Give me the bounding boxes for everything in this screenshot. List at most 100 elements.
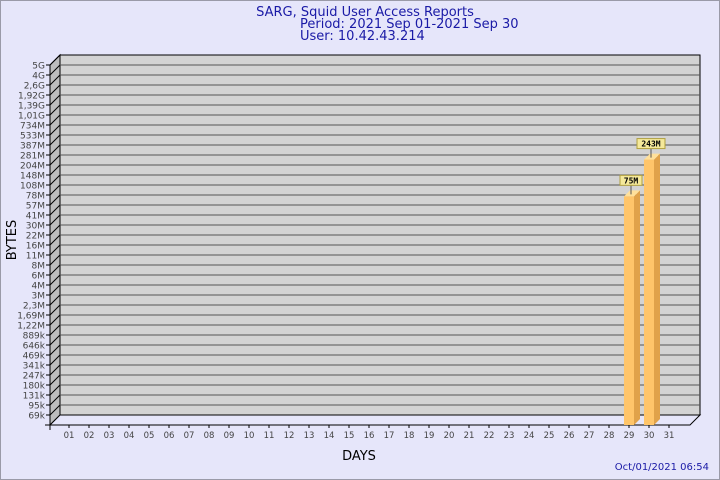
y-tick-label: 889k bbox=[23, 332, 46, 342]
y-axis-label: BYTES bbox=[5, 220, 20, 261]
x-tick-label: 22 bbox=[484, 431, 495, 441]
bar-day-29 bbox=[624, 196, 634, 425]
y-tick-label: 281M bbox=[20, 152, 45, 162]
gridline-wall bbox=[49, 324, 61, 336]
y-tick-label: 8M bbox=[32, 262, 46, 272]
gridline-wall bbox=[49, 264, 61, 276]
plot-floor bbox=[48, 414, 702, 426]
y-tick-label: 4M bbox=[32, 282, 46, 292]
gridline-wall bbox=[49, 94, 61, 106]
y-tick-label: 78M bbox=[26, 192, 45, 202]
x-tick-label: 25 bbox=[544, 431, 555, 441]
gridline-wall bbox=[49, 104, 61, 116]
x-tick-label: 29 bbox=[624, 431, 635, 441]
y-tick-label: 3M bbox=[32, 292, 46, 302]
y-tick-label: 1,01G bbox=[18, 112, 45, 122]
x-tick-label: 20 bbox=[444, 431, 455, 441]
data-label-box bbox=[619, 174, 643, 186]
y-tick-label: 95k bbox=[28, 402, 45, 412]
x-tick-label: 02 bbox=[84, 431, 95, 441]
y-tick-label: 22M bbox=[26, 232, 45, 242]
gridline-wall bbox=[49, 184, 61, 196]
y-tick-label: 2,3M bbox=[23, 302, 45, 312]
bar-top bbox=[624, 190, 640, 197]
gridline-wall bbox=[49, 404, 61, 416]
gridline-wall bbox=[49, 314, 61, 326]
y-tick-label: 734M bbox=[20, 122, 45, 132]
x-tick-label: 27 bbox=[584, 431, 595, 441]
y-tick-label: 5G bbox=[32, 62, 45, 72]
gridline-wall bbox=[49, 194, 61, 206]
y-tick-label: 1,22M bbox=[17, 322, 45, 332]
chart-title: SARG, Squid User Access Reports bbox=[256, 5, 474, 20]
y-tick-label: 148M bbox=[20, 172, 45, 182]
y-tick-label: 2,6G bbox=[24, 82, 45, 92]
gridline-wall bbox=[49, 274, 61, 286]
y-tick-label: 131k bbox=[23, 392, 46, 402]
x-tick-label: 18 bbox=[404, 431, 415, 441]
gridline-wall bbox=[49, 84, 61, 96]
y-tick-label: 4G bbox=[32, 72, 45, 82]
y-tick-label: 533M bbox=[20, 132, 45, 142]
x-tick-label: 19 bbox=[424, 431, 435, 441]
gridline-wall bbox=[49, 364, 61, 376]
gridline-wall bbox=[49, 114, 61, 126]
gridline-wall bbox=[49, 284, 61, 296]
x-tick-label: 03 bbox=[104, 431, 115, 441]
gridline-wall bbox=[49, 394, 61, 406]
x-tick-label: 14 bbox=[324, 431, 335, 441]
gridline-wall bbox=[49, 334, 61, 346]
y-tick-label: 247k bbox=[23, 372, 46, 382]
gridline-wall bbox=[49, 144, 61, 156]
gridline-wall bbox=[49, 124, 61, 136]
y-tick-label: 30M bbox=[26, 222, 45, 232]
x-tick-label: 17 bbox=[384, 431, 395, 441]
gridline-wall bbox=[49, 204, 61, 216]
gridline-wall bbox=[49, 344, 61, 356]
x-axis-label: DAYS bbox=[342, 449, 376, 464]
x-tick-label: 09 bbox=[224, 431, 235, 441]
x-tick-label: 23 bbox=[504, 431, 515, 441]
y-tick-label: 108M bbox=[20, 182, 45, 192]
bar-side bbox=[634, 190, 640, 425]
x-tick-label: 26 bbox=[564, 431, 575, 441]
gridline-wall bbox=[49, 354, 61, 366]
gridline-wall bbox=[49, 234, 61, 246]
timestamp: Oct/01/2021 06:54 bbox=[615, 462, 709, 473]
x-tick-label: 12 bbox=[284, 431, 295, 441]
gridline-wall bbox=[49, 374, 61, 386]
gridline-wall bbox=[49, 254, 61, 266]
data-label: 75M bbox=[624, 176, 639, 185]
y-tick-label: 469k bbox=[23, 352, 46, 362]
x-tick-label: 04 bbox=[124, 431, 135, 441]
gridline-wall bbox=[49, 164, 61, 176]
y-tick-label: 69k bbox=[28, 412, 45, 422]
x-tick-label: 21 bbox=[464, 431, 475, 441]
y-tick-label: 16M bbox=[26, 242, 45, 252]
gridline-wall bbox=[49, 54, 61, 66]
y-tick-label: 11M bbox=[26, 252, 45, 262]
gridline-wall bbox=[49, 154, 61, 166]
y-tick-label: 57M bbox=[26, 202, 45, 212]
gridline-wall bbox=[49, 134, 61, 146]
x-tick-label: 13 bbox=[304, 431, 315, 441]
y-tick-label: 1,92G bbox=[18, 92, 45, 102]
gridline-wall bbox=[49, 174, 61, 186]
gridline-wall bbox=[49, 224, 61, 236]
gridline-wall bbox=[49, 294, 61, 306]
x-tick-label: 28 bbox=[604, 431, 615, 441]
x-tick-label: 24 bbox=[524, 431, 535, 441]
y-tick-label: 1,69M bbox=[17, 312, 45, 322]
x-tick-label: 31 bbox=[664, 431, 675, 441]
x-tick-label: 01 bbox=[64, 431, 75, 441]
x-tick-label: 30 bbox=[644, 431, 655, 441]
y-tick-label: 341k bbox=[23, 362, 46, 372]
gridline-wall bbox=[49, 74, 61, 86]
x-tick-label: 10 bbox=[244, 431, 255, 441]
x-tick-label: 06 bbox=[164, 431, 175, 441]
data-label: 243M bbox=[641, 140, 660, 149]
bar-side bbox=[654, 153, 660, 425]
x-tick-label: 05 bbox=[144, 431, 155, 441]
gridline-wall bbox=[49, 214, 61, 226]
